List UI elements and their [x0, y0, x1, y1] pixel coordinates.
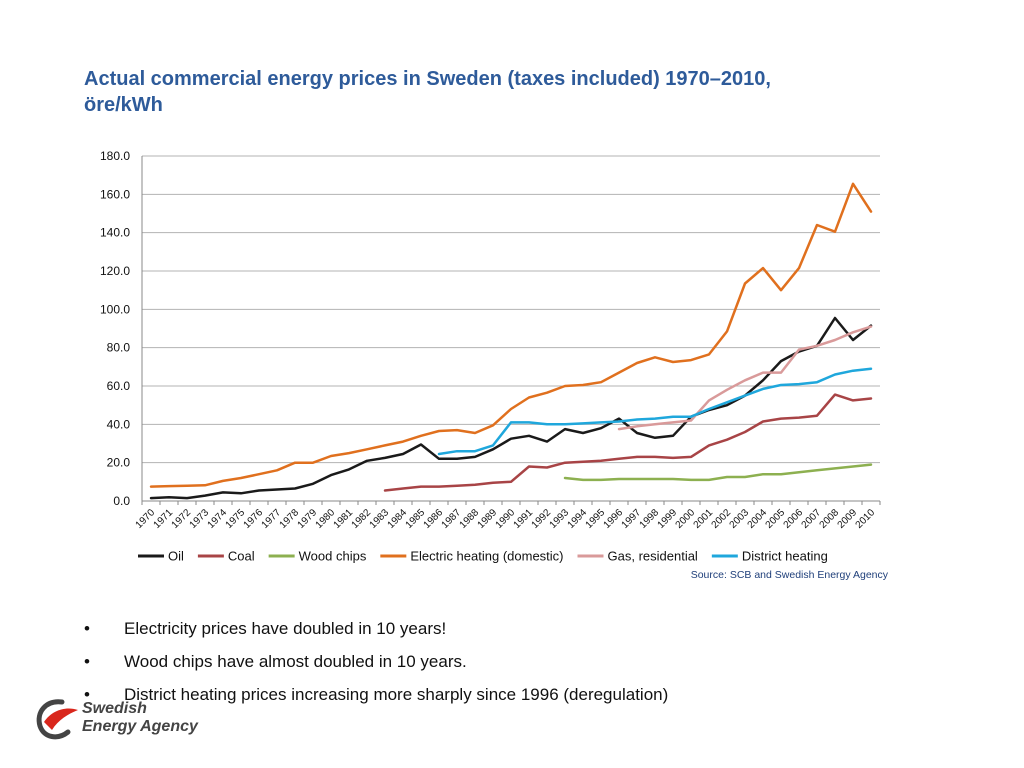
- bullet-text: Electricity prices have doubled in 10 ye…: [124, 618, 447, 638]
- x-tick-label: 1998: [638, 507, 662, 531]
- x-tick-label: 1984: [386, 507, 410, 531]
- legend-label: Gas, residential: [608, 549, 698, 564]
- y-tick-label: 100.0: [100, 302, 130, 316]
- y-tick-label: 180.0: [100, 149, 130, 163]
- bullet-item: • Wood chips have almost doubled in 10 ye…: [84, 645, 668, 678]
- series-line-wood-chips: [563, 463, 873, 482]
- x-tick-label: 1987: [440, 507, 464, 531]
- x-tick-label: 1999: [656, 507, 680, 531]
- x-tick-label: 1970: [134, 507, 158, 531]
- x-tick-label: 1975: [224, 507, 248, 531]
- series-line-gas-residential: [617, 325, 873, 431]
- x-tick-label: 1988: [458, 507, 482, 531]
- x-tick-label: 2008: [818, 507, 842, 531]
- bullet-list: • Electricity prices have doubled in 10 y…: [84, 612, 668, 711]
- energy-price-chart: 0.0 20.0 40.0 60.0 80.0 100.0 120.0 140.0 160.0 1…: [100, 149, 881, 564]
- y-tick-label: 160.0: [100, 187, 130, 201]
- y-tick-label: 0.0: [113, 494, 130, 508]
- legend-label: District heating: [742, 549, 828, 564]
- x-tick-label: 1993: [548, 507, 572, 531]
- x-tick-label: 2002: [710, 507, 734, 531]
- x-tick-label: 1996: [602, 507, 626, 531]
- legend-label: Wood chips: [299, 549, 367, 564]
- y-tick-label: 140.0: [100, 226, 130, 240]
- legend-label: Oil: [168, 549, 184, 564]
- x-tick-label: 1997: [620, 507, 644, 531]
- y-tick-label: 120.0: [100, 264, 130, 278]
- x-tick-label: 1985: [404, 507, 428, 531]
- legend-label: Coal: [228, 549, 255, 564]
- x-tick-label: 2005: [764, 507, 788, 531]
- bullet-text: Wood chips have almost doubled in 10 yea…: [124, 651, 467, 671]
- x-tick-label: 2000: [674, 507, 698, 531]
- x-tick-label: 1973: [188, 507, 212, 531]
- x-tick-label: 2010: [854, 507, 878, 531]
- bullet-item: • Electricity prices have doubled in 10 y…: [84, 612, 668, 645]
- bullet-item: • District heating prices increasing more…: [84, 678, 668, 711]
- bullet-text: District heating prices increasing more …: [124, 684, 669, 704]
- x-tick-label: 2003: [728, 507, 752, 531]
- x-tick-label: 1971: [152, 507, 176, 531]
- x-tick-label: 1979: [296, 507, 320, 531]
- y-tick-label: 20.0: [107, 456, 131, 470]
- swirl-logo-icon: [36, 699, 78, 740]
- series-line-coal: [383, 393, 873, 492]
- source-note: Source: SCB and Swedish Energy Agency: [690, 569, 888, 581]
- x-tick-label: 1989: [476, 507, 500, 531]
- series-line-electric-heating-domestic: [149, 182, 873, 488]
- y-tick-label: 80.0: [107, 341, 131, 355]
- page-title: Actual commercial energy prices in Swede…: [84, 66, 964, 118]
- y-tick-label: 40.0: [107, 417, 131, 431]
- bullet-glyph: •: [84, 684, 90, 704]
- x-tick-label: 1990: [494, 507, 518, 531]
- x-tick-label: 1981: [332, 507, 356, 531]
- title-line-1: Actual commercial energy prices in Swede…: [84, 68, 771, 90]
- x-tick-label: 2006: [782, 507, 806, 531]
- x-tick-label: 1991: [512, 507, 536, 531]
- x-tick-label: 2007: [800, 507, 824, 531]
- logo-line-2: Energy Agency: [82, 718, 198, 735]
- x-tick-label: 1986: [422, 507, 446, 531]
- x-tick-label: 1995: [584, 507, 608, 531]
- legend-label: Electric heating (domestic): [410, 549, 563, 564]
- x-tick-label: 1982: [350, 507, 374, 531]
- bullet-glyph: •: [84, 651, 90, 671]
- x-tick-label: 1978: [278, 507, 302, 531]
- logo-line-1: Swedish: [82, 700, 147, 717]
- x-tick-label: 2009: [836, 507, 860, 531]
- y-tick-label: 60.0: [107, 379, 131, 393]
- series-line-oil: [149, 316, 873, 500]
- x-tick-label: 1977: [260, 507, 284, 531]
- series-line-district-heating: [437, 367, 873, 456]
- x-tick-label: 1972: [170, 507, 194, 531]
- bullet-glyph: •: [84, 618, 90, 638]
- x-tick-label: 2004: [746, 507, 770, 531]
- x-tick-label: 1976: [242, 507, 266, 531]
- x-tick-label: 1983: [368, 507, 392, 531]
- x-tick-label: 2001: [692, 507, 716, 531]
- x-tick-label: 1992: [530, 507, 554, 531]
- title-line-2: öre/kWh: [84, 94, 163, 116]
- x-tick-label: 1980: [314, 507, 338, 531]
- x-tick-label: 1974: [206, 507, 230, 531]
- x-tick-label: 1994: [566, 507, 590, 531]
- swedish-energy-agency-logo: Swedish Energy Agency: [32, 696, 202, 746]
